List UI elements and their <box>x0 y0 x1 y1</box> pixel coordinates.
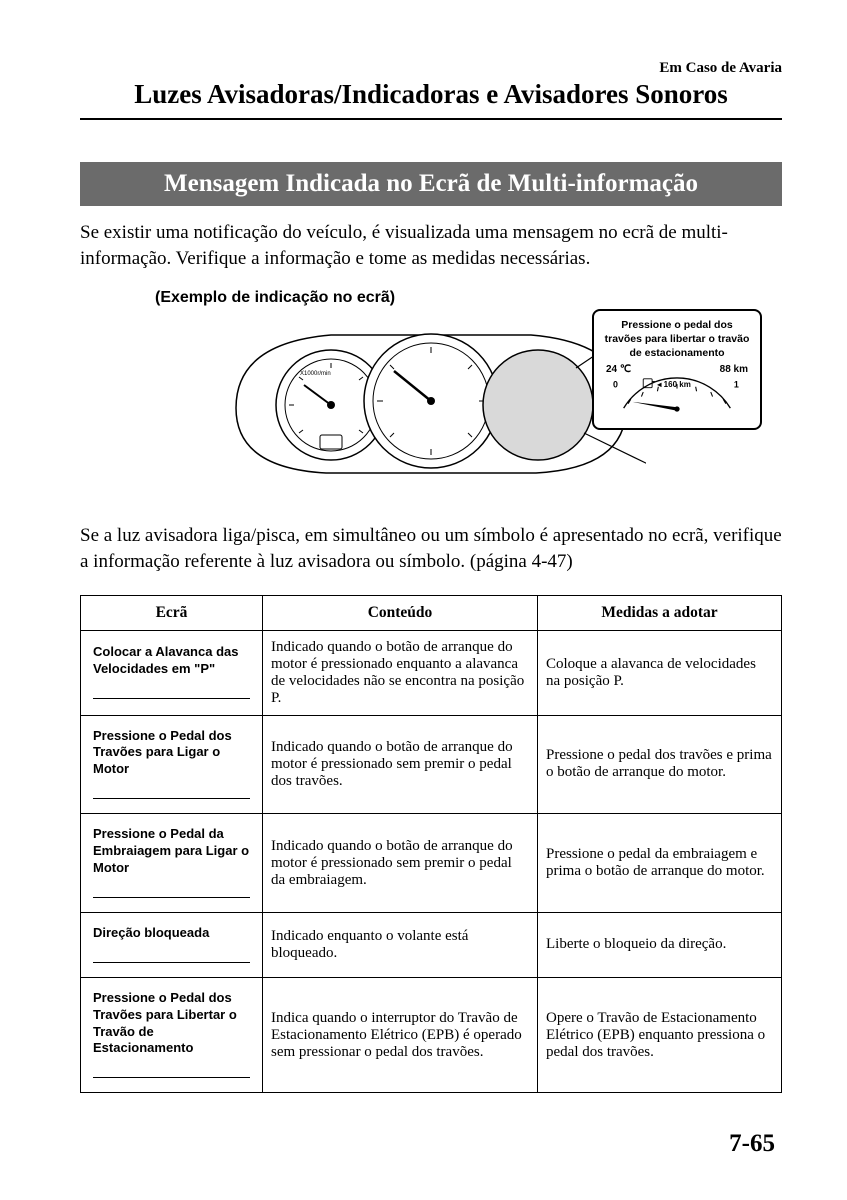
content-cell: Indica quando o interruptor do Travão de… <box>263 977 538 1093</box>
fuel-gauge-icon: 0 1 ◂ 160 km <box>602 377 752 417</box>
underline-decoration <box>93 698 250 699</box>
screen-cell: Pressione o Pedal da Embraiagem para Lig… <box>81 814 263 913</box>
action-cell: Coloque a alavanca de velocidades na pos… <box>538 630 782 715</box>
table-row: Pressione o Pedal da Embraiagem para Lig… <box>81 814 782 913</box>
table-row: Direção bloqueada Indicado enquanto o vo… <box>81 912 782 977</box>
secondary-paragraph: Se a luz avisadora liga/pisca, em simult… <box>80 523 782 574</box>
section-banner: Mensagem Indicada no Ecrã de Multi-infor… <box>80 162 782 206</box>
screen-label: Pressione o Pedal da Embraiagem para Lig… <box>87 824 256 885</box>
callout-distance: 88 km <box>720 364 748 375</box>
table-row: Colocar a Alavanca das Velocidades em "P… <box>81 630 782 715</box>
table-header-row: Ecrã Conteúdo Medidas a adotar <box>81 595 782 630</box>
screen-cell: Direção bloqueada <box>81 912 263 977</box>
callout-status-row: 24 ℃ 88 km <box>602 364 752 375</box>
callout-temp: 24 ℃ <box>606 364 631 375</box>
content-cell: Indicado quando o botão de arranque do m… <box>263 814 538 913</box>
screen-label: Colocar a Alavanca das Velocidades em "P… <box>87 642 256 686</box>
underline-decoration <box>93 1077 250 1078</box>
rpm-label: X1000r/min <box>300 371 331 377</box>
screen-label: Pressione o Pedal dos Travões para Ligar… <box>87 726 256 787</box>
underline-decoration <box>93 798 250 799</box>
action-cell: Pressione o pedal dos travões e prima o … <box>538 715 782 814</box>
table-row: Pressione o Pedal dos Travões para Ligar… <box>81 715 782 814</box>
action-cell: Liberte o bloqueio da direção. <box>538 912 782 977</box>
display-callout: Pressione o pedal dos travões para liber… <box>592 309 762 430</box>
intro-paragraph: Se existir uma notificação do veículo, é… <box>80 220 782 271</box>
th-conteudo: Conteúdo <box>263 595 538 630</box>
svg-text:1: 1 <box>734 380 739 390</box>
underline-decoration <box>93 962 250 963</box>
messages-table: Ecrã Conteúdo Medidas a adotar Colocar a… <box>80 595 782 1094</box>
callout-message: Pressione o pedal dos travões para liber… <box>602 319 752 360</box>
example-caption: (Exemplo de indicação no ecrã) <box>155 289 782 307</box>
svg-text:◂ 160 km: ◂ 160 km <box>656 380 690 389</box>
screen-cell: Pressione o Pedal dos Travões para Liber… <box>81 977 263 1093</box>
th-ecra: Ecrã <box>81 595 263 630</box>
content-cell: Indicado quando o botão de arranque do m… <box>263 715 538 814</box>
action-cell: Pressione o pedal da embraiagem e prima … <box>538 814 782 913</box>
content-cell: Indicado quando o botão de arranque do m… <box>263 630 538 715</box>
action-cell: Opere o Travão de Estacionamento Elétric… <box>538 977 782 1093</box>
instrument-cluster-diagram: X1000r/min Pressione o pedal dos travões… <box>80 313 782 503</box>
screen-cell: Pressione o Pedal dos Travões para Ligar… <box>81 715 263 814</box>
screen-label: Pressione o Pedal dos Travões para Liber… <box>87 988 256 1066</box>
svg-text:0: 0 <box>613 380 618 390</box>
th-medidas: Medidas a adotar <box>538 595 782 630</box>
screen-cell: Colocar a Alavanca das Velocidades em "P… <box>81 630 263 715</box>
content-cell: Indicado enquanto o volante está bloquea… <box>263 912 538 977</box>
table-row: Pressione o Pedal dos Travões para Liber… <box>81 977 782 1093</box>
underline-decoration <box>93 897 250 898</box>
breadcrumb: Em Caso de Avaria <box>80 60 782 77</box>
screen-label: Direção bloqueada <box>87 923 256 950</box>
page-number: 7-65 <box>729 1130 775 1158</box>
page-title: Luzes Avisadoras/Indicadoras e Avisadore… <box>80 79 782 120</box>
cluster-illustration: X1000r/min <box>216 313 646 488</box>
